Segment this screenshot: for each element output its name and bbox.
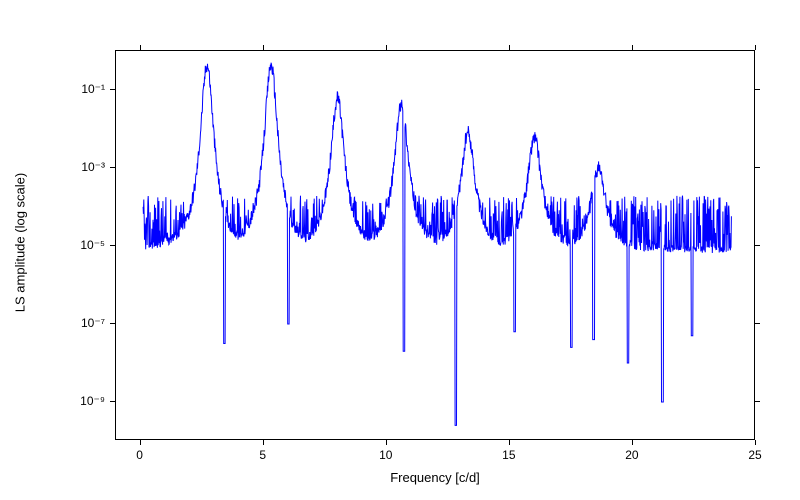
x-tick-label: 25 bbox=[748, 448, 761, 462]
x-tick-mark bbox=[509, 45, 510, 50]
y-tick-mark bbox=[755, 167, 760, 168]
y-tick-label: 10⁻¹ bbox=[65, 82, 105, 96]
y-axis-label: LS amplitude (log scale) bbox=[13, 153, 28, 333]
y-tick-label: 10⁻³ bbox=[65, 160, 105, 174]
x-tick-label: 20 bbox=[625, 448, 638, 462]
x-tick-label: 5 bbox=[259, 448, 266, 462]
y-tick-label: 10⁻⁵ bbox=[65, 238, 105, 252]
periodogram-chart: Frequency [c/d] LS amplitude (log scale)… bbox=[0, 0, 800, 500]
y-tick-mark bbox=[110, 323, 115, 324]
y-tick-mark bbox=[755, 401, 760, 402]
x-axis-label: Frequency [c/d] bbox=[375, 470, 495, 485]
x-tick-mark bbox=[632, 45, 633, 50]
y-tick-mark bbox=[755, 323, 760, 324]
x-tick-mark bbox=[140, 440, 141, 445]
x-tick-mark bbox=[755, 440, 756, 445]
x-tick-mark bbox=[263, 45, 264, 50]
y-tick-label: 10⁻⁹ bbox=[65, 394, 105, 408]
x-tick-mark bbox=[386, 440, 387, 445]
x-tick-mark bbox=[386, 45, 387, 50]
periodogram-line bbox=[116, 51, 756, 441]
x-tick-mark bbox=[140, 45, 141, 50]
y-tick-mark bbox=[755, 89, 760, 90]
plot-area bbox=[115, 50, 755, 440]
x-tick-mark bbox=[755, 45, 756, 50]
y-tick-mark bbox=[110, 245, 115, 246]
y-tick-mark bbox=[110, 89, 115, 90]
y-tick-label: 10⁻⁷ bbox=[65, 316, 105, 330]
y-tick-mark bbox=[110, 401, 115, 402]
y-tick-mark bbox=[110, 167, 115, 168]
y-tick-mark bbox=[755, 245, 760, 246]
x-tick-mark bbox=[632, 440, 633, 445]
x-tick-label: 15 bbox=[502, 448, 515, 462]
x-tick-mark bbox=[509, 440, 510, 445]
x-tick-label: 10 bbox=[379, 448, 392, 462]
x-tick-label: 0 bbox=[136, 448, 143, 462]
x-tick-mark bbox=[263, 440, 264, 445]
